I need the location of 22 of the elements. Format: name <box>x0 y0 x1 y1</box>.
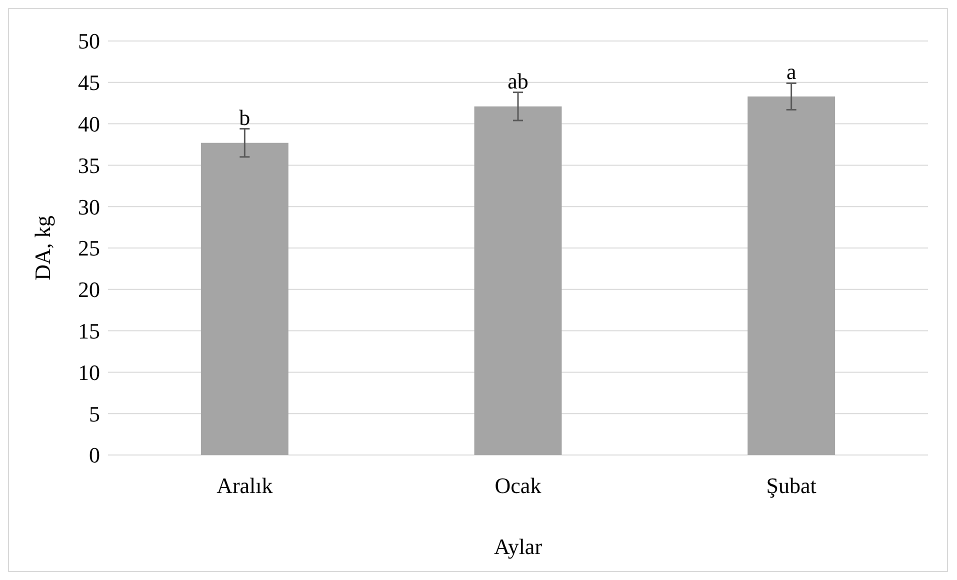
bar <box>474 106 562 455</box>
y-tick-label: 25 <box>78 236 100 261</box>
y-tick-label: 0 <box>89 442 100 468</box>
y-tick-label: 35 <box>78 152 100 178</box>
x-tick-label: Ocak <box>494 473 542 498</box>
bar <box>748 96 836 455</box>
y-tick-label: 50 <box>78 28 100 54</box>
x-tick-label: Şubat <box>766 473 816 498</box>
y-tick-label: 40 <box>78 112 100 136</box>
annotation: a <box>786 59 796 84</box>
y-tick-label: 20 <box>78 277 100 302</box>
annotation: b <box>239 104 250 130</box>
y-tick-label: 30 <box>78 194 100 220</box>
y-tick-label: 10 <box>78 360 100 385</box>
bar <box>200 142 288 455</box>
annotation: ab <box>508 68 528 94</box>
y-tick-label: 15 <box>78 318 100 344</box>
y-tick-label: 45 <box>78 70 100 96</box>
y-axis-title: DA, kg <box>30 216 55 280</box>
y-tick-label: 5 <box>89 401 100 426</box>
x-axis-title: Aylar <box>494 534 543 559</box>
x-tick-label: Aralık <box>216 473 273 498</box>
